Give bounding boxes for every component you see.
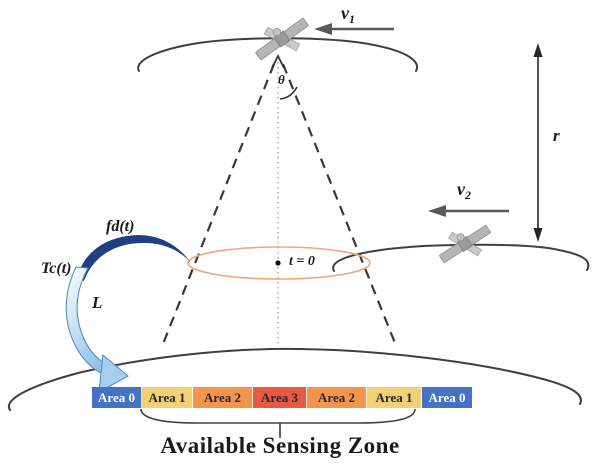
earth-surface-arc	[7, 347, 582, 411]
v2-arrow	[428, 205, 509, 217]
nadir-arrowhead	[271, 53, 285, 69]
beam-dashed-left	[161, 63, 276, 345]
area-block: Area 1	[367, 387, 422, 408]
area-block: Area 0	[422, 387, 472, 408]
doppler-crescent	[77, 235, 191, 281]
length-label: L	[92, 293, 103, 312]
area-block: Area 0	[92, 387, 142, 408]
v1-velocity-label: v1	[341, 3, 355, 26]
off-nadir-angle-label: θ	[278, 72, 285, 87]
coverage-flow-arrowhead	[98, 354, 129, 393]
beam-dashed-right	[281, 63, 399, 349]
t0-label: t = 0	[289, 254, 315, 269]
range-label: r	[553, 126, 560, 145]
area-block: Area 2	[307, 387, 367, 408]
sensing-zone-brace	[140, 408, 416, 438]
area-bar: Area 0 Area 1 Area 2 Area 3 Area 2 Area 1 Area…	[92, 387, 472, 408]
t0-dot	[275, 260, 281, 266]
doppler-frequency-label: fd(t)	[106, 218, 135, 235]
area-block: Area 2	[193, 387, 253, 408]
v1-arrow	[314, 23, 394, 35]
v2-velocity-label: v2	[457, 179, 471, 202]
area-block: Area 1	[142, 387, 193, 408]
sensing-zone-caption: Available Sensing Zone	[160, 433, 400, 458]
contact-time-label: Tc(t)	[41, 260, 72, 277]
off-nadir-angle-arc	[279, 86, 298, 100]
coverage-ellipse	[187, 246, 371, 280]
r-arrow	[533, 43, 543, 242]
area-block: Area 3	[253, 387, 307, 408]
